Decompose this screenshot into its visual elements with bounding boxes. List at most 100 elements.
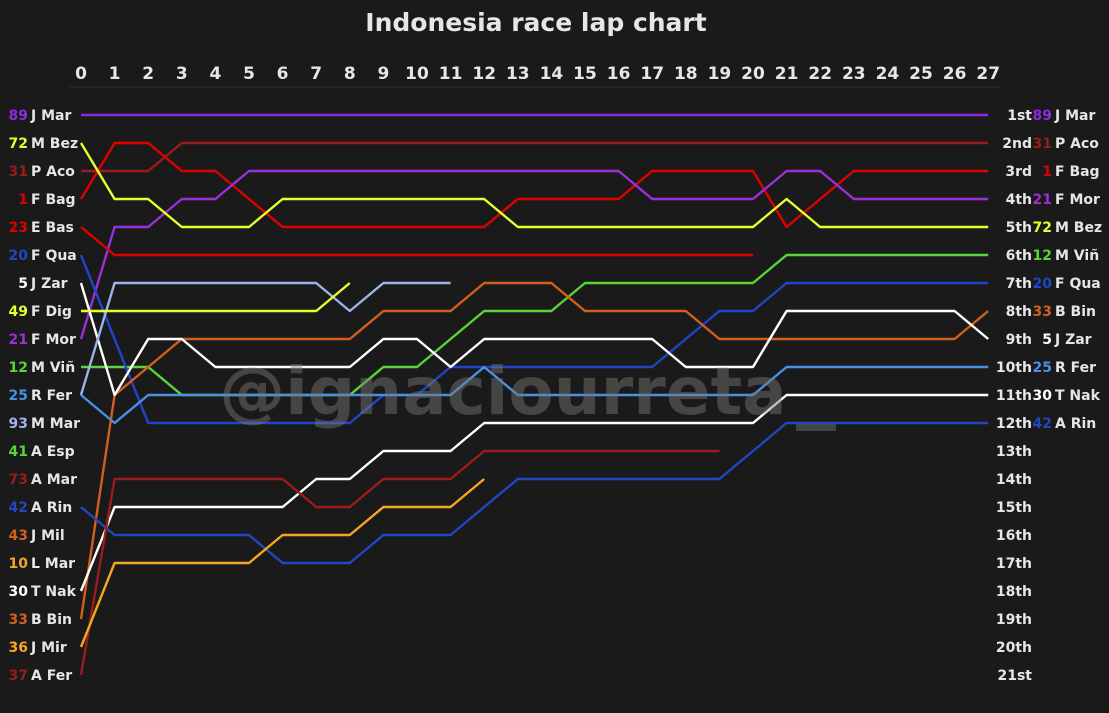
lap-tick-label: 3	[176, 64, 188, 84]
start-number: 33	[9, 612, 28, 628]
lap-tick-label: 27	[976, 64, 1000, 84]
chart-title: Indonesia race lap chart	[365, 8, 706, 37]
finish-number: 42	[1033, 416, 1052, 432]
finish-number: 30	[1033, 388, 1053, 404]
finish-driver-name: M Viñ	[1055, 248, 1099, 264]
start-number: 72	[9, 136, 28, 152]
series-lines	[79, 113, 989, 676]
start-driver-name: A Rin	[31, 500, 72, 516]
start-driver-name: T Nak	[31, 584, 77, 600]
lap-tick-label: 21	[775, 64, 799, 84]
lap-tick-label: 17	[640, 64, 664, 84]
start-number: 30	[9, 584, 29, 600]
lap-tick-label: 14	[540, 64, 564, 84]
series-line-31	[81, 141, 989, 173]
position-label: 15th	[996, 500, 1032, 516]
finish-number: 5	[1042, 332, 1052, 348]
finish-number: 33	[1033, 304, 1052, 320]
position-label: 2nd	[1002, 136, 1032, 152]
start-number: 42	[9, 500, 28, 516]
position-label: 1st	[1007, 108, 1032, 124]
series-line-23	[80, 226, 753, 257]
finish-driver-name: J Zar	[1054, 332, 1092, 348]
start-driver-name: F Qua	[31, 248, 77, 264]
finish-driver-name: J Mar	[1054, 108, 1095, 124]
position-label: 18th	[996, 584, 1032, 600]
finish-number: 20	[1033, 276, 1053, 292]
start-number: 93	[9, 416, 28, 432]
start-driver-name: F Mor	[31, 332, 76, 348]
lap-tick-label: 11	[439, 64, 463, 84]
series-line-93	[79, 281, 451, 396]
series-line-30	[79, 393, 989, 592]
start-driver-name: L Mar	[31, 556, 75, 572]
position-label: 19th	[996, 612, 1032, 628]
finish-driver-name: P Aco	[1055, 136, 1099, 152]
start-number: 20	[9, 248, 29, 264]
watermark-bar	[796, 424, 836, 431]
position-label: 17th	[996, 556, 1032, 572]
start-driver-name: F Dig	[31, 304, 72, 320]
watermark: @ignaciourreta	[219, 353, 786, 430]
finish-labels: 1st 2nd 3rd 4th 5th 6th 7th 8th 9th 10th 11th 12th 1…	[996, 108, 1102, 684]
start-number: 43	[9, 528, 28, 544]
series-line-49	[81, 282, 351, 313]
start-number: 37	[9, 668, 28, 684]
series-line-72	[79, 142, 989, 229]
lap-tick-label: 1	[109, 64, 121, 84]
lap-tick-label: 20	[741, 64, 765, 84]
series-line-1	[79, 141, 989, 229]
series-line-42	[80, 421, 989, 565]
start-number: 73	[9, 472, 28, 488]
lap-tick-label: 24	[876, 64, 900, 84]
start-driver-name: J Zar	[30, 276, 68, 292]
finish-driver-name: F Bag	[1055, 164, 1100, 180]
start-number: 23	[9, 220, 28, 236]
start-number: 21	[9, 332, 28, 348]
position-label: 13th	[996, 444, 1032, 460]
position-label: 10th	[996, 360, 1032, 376]
lap-tick-label: 13	[506, 64, 530, 84]
lap-tick-label: 22	[808, 64, 832, 84]
lap-tick-label: 6	[277, 64, 289, 84]
position-label: 20th	[996, 640, 1032, 656]
lap-tick-label: 0	[75, 64, 87, 84]
lap-tick-label: 5	[243, 64, 255, 84]
start-driver-name: M Viñ	[31, 360, 75, 376]
start-number: 49	[9, 304, 28, 320]
position-label: 8th	[1006, 304, 1032, 320]
position-label: 7th	[1006, 276, 1032, 292]
series-line-21	[79, 169, 989, 340]
finish-driver-name: R Fer	[1055, 360, 1096, 376]
lap-tick-label: 12	[472, 64, 496, 84]
start-driver-name: J Mar	[30, 108, 71, 124]
start-driver-name: F Bag	[31, 192, 76, 208]
finish-number: 31	[1033, 136, 1052, 152]
finish-number: 72	[1033, 220, 1052, 236]
finish-driver-name: M Bez	[1055, 220, 1102, 236]
start-driver-name: J Mir	[30, 640, 67, 656]
start-number: 31	[9, 164, 28, 180]
finish-number: 25	[1033, 360, 1052, 376]
start-number: 10	[9, 556, 29, 572]
start-driver-name: M Mar	[31, 416, 80, 432]
lap-tick-label: 19	[708, 64, 732, 84]
finish-driver-name: B Bin	[1055, 304, 1096, 320]
finish-driver-name: F Mor	[1055, 192, 1100, 208]
finish-number: 12	[1033, 248, 1052, 264]
position-label: 6th	[1006, 248, 1032, 264]
lap-tick-label: 10	[405, 64, 429, 84]
start-number: 12	[9, 360, 28, 376]
lap-tick-label: 9	[377, 64, 389, 84]
start-driver-name: A Fer	[31, 668, 72, 684]
lap-tick-label: 15	[573, 64, 597, 84]
start-driver-name: J Mil	[30, 528, 65, 544]
start-driver-name: R Fer	[31, 388, 72, 404]
lap-tick-label: 2	[142, 64, 154, 84]
position-label: 21st	[997, 668, 1032, 684]
finish-driver-name: T Nak	[1055, 388, 1101, 404]
finish-driver-name: A Rin	[1055, 416, 1096, 432]
series-line-36	[79, 478, 485, 648]
start-driver-name: M Bez	[31, 136, 78, 152]
